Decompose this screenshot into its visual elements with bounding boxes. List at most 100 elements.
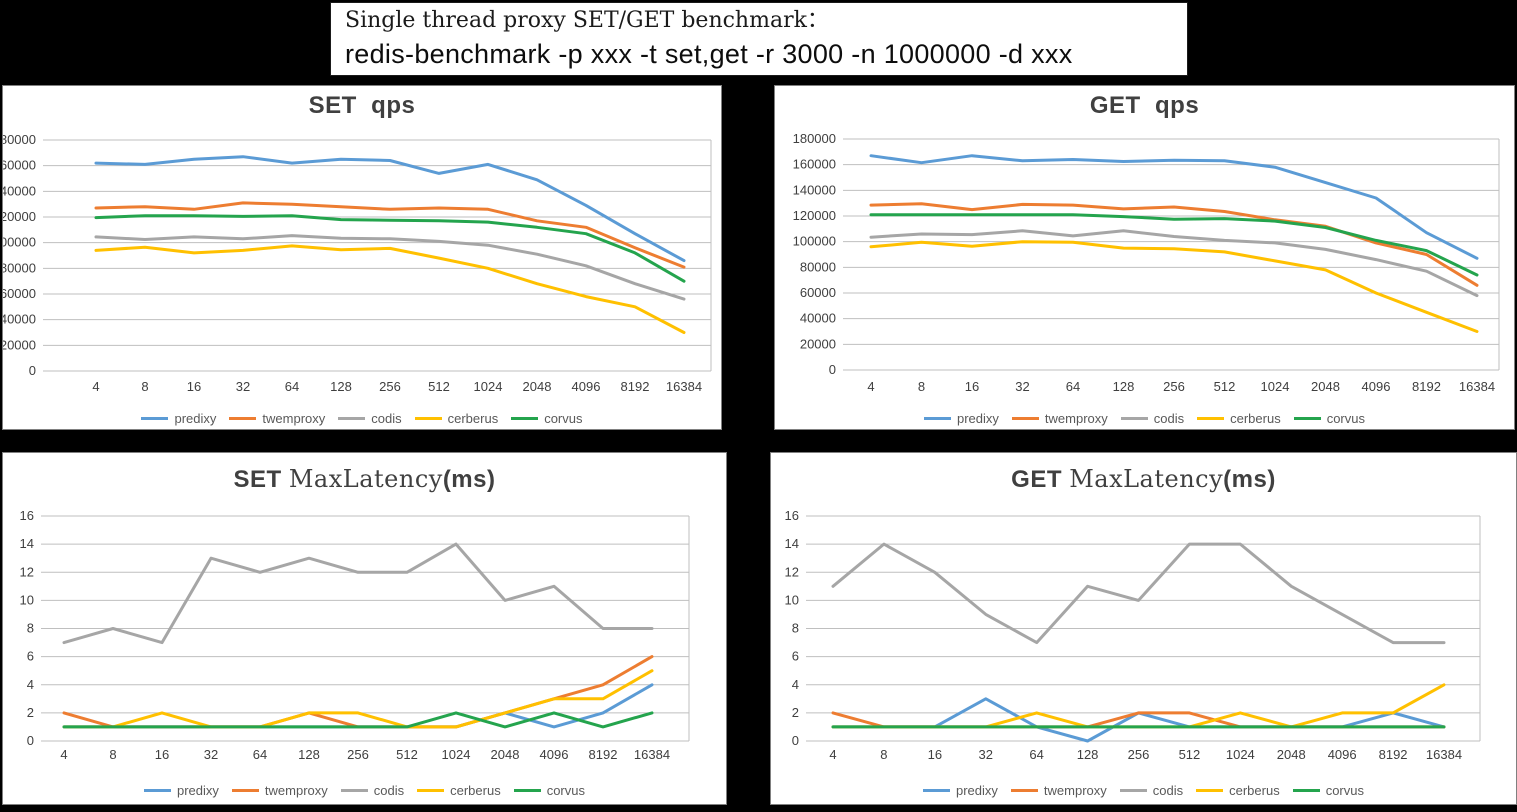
legend-swatch-predixy [141,416,169,420]
legend-swatch-cerberus [1197,416,1225,420]
legend-item-twemproxy: twemproxy [1010,782,1107,798]
x-tick-label: 16384 [1426,747,1462,762]
series-line-twemproxy [94,201,686,269]
legend-label: corvus [1325,782,1364,798]
y-axis-labels: 16 14 12 10 8 6 4 2 0 [20,508,34,748]
legend-label: codis [1153,410,1185,426]
y-tick-label: 10 [20,592,34,607]
y-tick-label: 14 [20,536,34,551]
x-tick-label: 16384 [1459,379,1495,394]
y-tick-label: 100000 [3,235,36,250]
y-tick-label: 140000 [793,182,836,197]
legend-swatch-cerberus [1196,788,1224,792]
x-tick-label: 256 [1128,747,1150,762]
y-tick-label: 40000 [3,312,36,327]
x-tick-label: 512 [396,747,418,762]
legend-item-corvus: corvus [1293,410,1365,426]
y-tick-label: 100000 [793,234,836,249]
legend-item-corvus: corvus [513,782,585,798]
gridlines [41,515,690,742]
x-tick-label: 16384 [634,747,670,762]
x-tick-label: 512 [1179,747,1201,762]
legend-swatch-predixy [923,416,951,420]
legend-item-cerberus: cerberus [414,411,498,426]
panel-get-maxlatency: GET MaxLatency(ms) 16 14 12 10 8 6 4 2 0 4 8 16 32 64 1… [770,452,1517,805]
x-tick-label: 128 [330,379,352,394]
y-tick-label: 6 [27,649,34,664]
series-line-codis [831,542,1446,645]
chart-legend: predixy twemproxy codis cerberus corvus [771,781,1516,799]
legend-item-cerberus: cerberus [1196,783,1280,798]
series-line-predixy [94,155,686,263]
y-tick-label: 80000 [800,259,836,274]
y-tick-label: 180000 [3,132,36,147]
chart-title-part: GET qps [1089,92,1200,119]
chart-title-get-maxlatency: GET MaxLatency(ms) [771,453,1516,495]
legend-label: cerberus [1229,782,1280,798]
legend-label: corvus [544,410,583,426]
legend-item-predixy: predixy [141,411,216,426]
y-tick-label: 12 [785,564,799,579]
legend-label: twemproxy [1044,410,1108,426]
legend-label: predixy [955,782,998,798]
x-tick-label: 2048 [491,747,520,762]
y-tick-label: 12 [20,564,34,579]
y-tick-label: 0 [27,733,34,748]
series-line-corvus [62,711,654,729]
x-axis-labels: 4 8 16 32 64 128 256 512 1024 2048 4096 8192 16384 [92,379,702,394]
x-tick-label: 1024 [474,379,503,394]
y-tick-label: 2 [27,705,34,720]
x-tick-label: 128 [1113,379,1135,394]
legend-label: twemproxy [1043,782,1107,798]
legend-item-codis: codis [340,783,404,798]
y-tick-label: 8 [27,621,34,636]
gridlines [843,138,1500,371]
legend-swatch-predixy [922,788,950,792]
legend-item-corvus: corvus [1292,782,1364,798]
legend-label: corvus [1326,410,1365,426]
x-tick-label: 2048 [1277,747,1306,762]
chart-plot-get-qps: 180000 160000 140000 120000 100000 80000 60000… [793,131,1500,394]
x-tick-label: 16 [928,747,942,762]
y-tick-label: 8 [792,621,799,636]
y-tick-label: 6 [792,649,799,664]
y-axis-labels: 16 14 12 10 8 6 4 2 0 [785,508,799,748]
series-line-cerberus [94,244,686,334]
x-tick-label: 1024 [442,747,471,762]
chart-title-part: SET [233,466,289,493]
x-tick-label: 2048 [523,379,552,394]
legend-label: predixy [176,782,219,798]
y-tick-label: 4 [27,677,34,692]
x-tick-label: 256 [379,379,401,394]
series-line-cerberus [869,240,1479,333]
y-tick-label: 60000 [800,285,836,300]
legend-item-corvus: corvus [511,410,583,426]
x-tick-label: 128 [298,747,320,762]
x-tick-label: 4 [92,379,99,394]
x-tick-label: 8 [918,379,925,394]
x-tick-label: 128 [1077,747,1099,762]
legend-label: twemproxy [264,782,328,798]
y-tick-label: 0 [29,363,36,378]
panel-get-qps: GET qps 180000 160000 140000 120000 100000 800… [774,85,1515,430]
legend-label: twemproxy [262,410,326,426]
x-tick-label: 4 [60,747,67,762]
x-tick-label: 32 [204,747,218,762]
y-tick-label: 180000 [793,131,836,146]
legend-label: predixy [956,410,999,426]
series-line-cerberus [62,669,654,729]
legend-swatch-twemproxy [229,416,257,420]
chart-legend: predixy twemproxy codis cerberus corvus [3,781,726,799]
chart-title-part: MaxLatency [1069,465,1224,493]
y-tick-label: 4 [792,677,799,692]
y-tick-label: 20000 [3,337,36,352]
legend-swatch-codis [1119,788,1147,792]
series-line-codis [62,542,654,645]
legend-label: corvus [546,782,585,798]
x-tick-label: 32 [1015,379,1029,394]
legend-item-twemproxy: twemproxy [1011,410,1108,426]
series-line-codis [869,229,1479,298]
x-tick-label: 4 [829,747,836,762]
legend-swatch-cerberus [414,416,442,420]
